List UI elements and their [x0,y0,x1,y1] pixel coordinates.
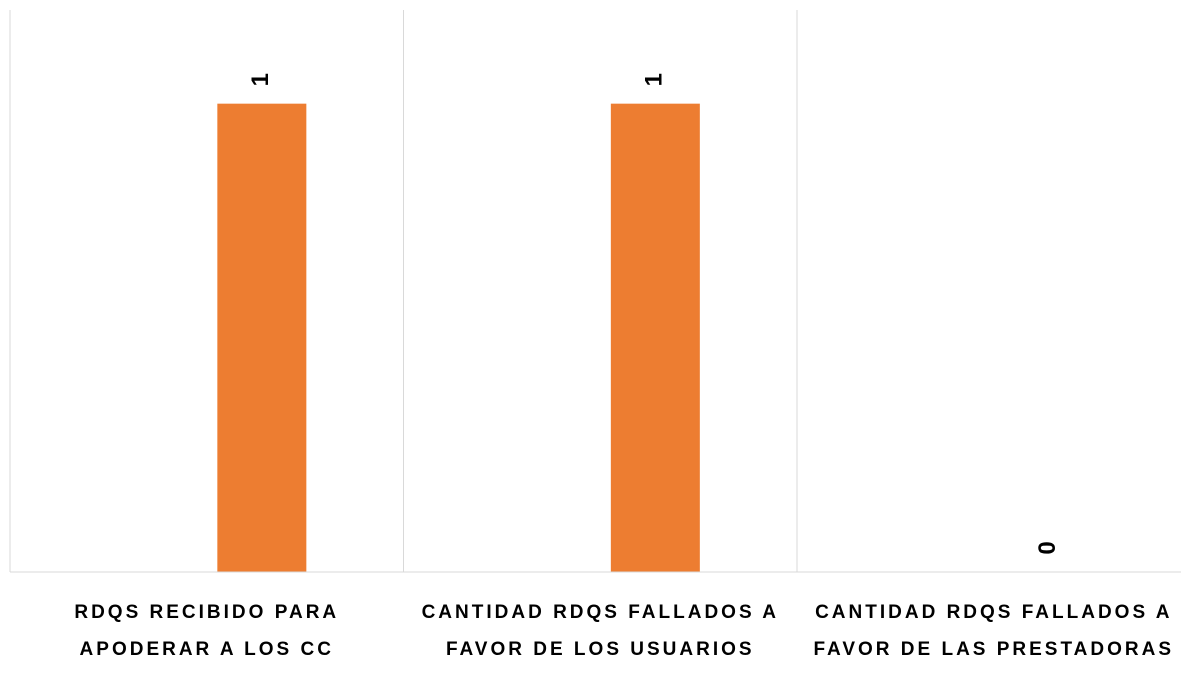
x-tick-label: CANTIDAD RDQS FALLADOS A FAVOR DE LOS US… [421,602,779,660]
data-label: 0 [1034,541,1061,554]
data-label: 1 [641,73,668,86]
data-label: 1 [247,73,274,86]
x-tick-label: CANTIDAD RDQS FALLADOS A FAVOR DE LAS PR… [813,602,1175,660]
bar [217,103,307,573]
bar [610,103,700,573]
x-tick-label: RDQS RECIBIDO PARA APODERAR A LOS CC [74,602,340,660]
